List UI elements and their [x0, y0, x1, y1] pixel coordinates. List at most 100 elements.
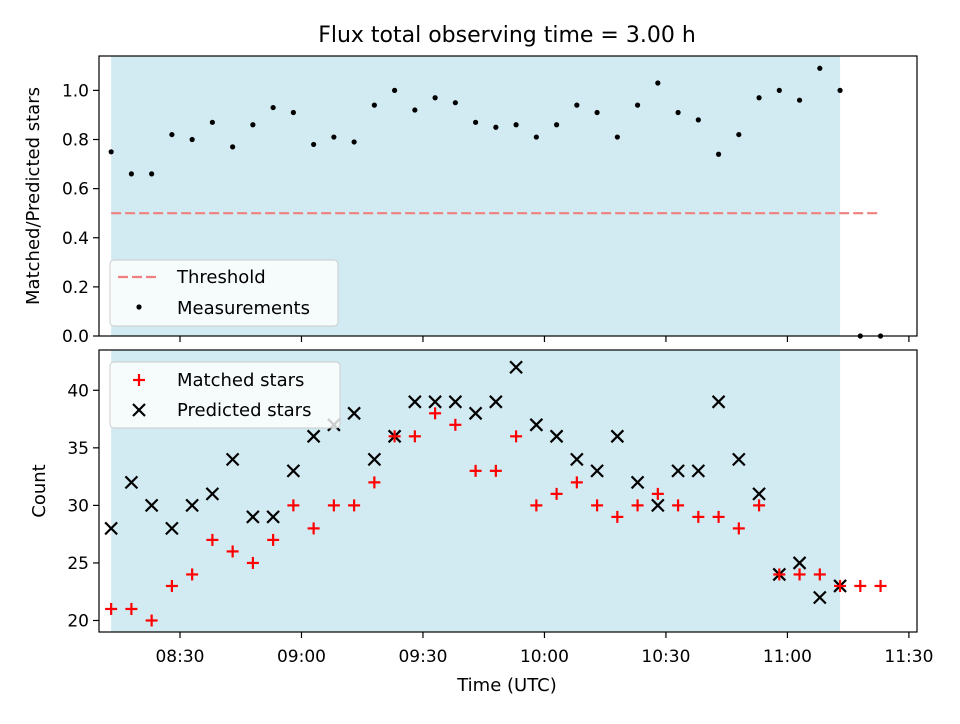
predicted-point — [367, 452, 382, 467]
y-tick-label: 0.8 — [62, 131, 89, 151]
measurement-point — [209, 119, 215, 125]
predicted-point — [225, 452, 240, 467]
matched-point — [834, 579, 847, 592]
y-axis-label-top: Matched/Predicted stars — [23, 87, 44, 305]
measurement-point — [108, 149, 114, 155]
measurement-point — [189, 136, 195, 143]
y-tick-label: 0.0 — [62, 327, 89, 347]
matched-point — [388, 430, 401, 443]
measurement-point — [533, 134, 539, 140]
matched-point — [672, 499, 685, 512]
predicted-point — [408, 395, 422, 409]
matched-point — [348, 499, 361, 512]
legend-matched-swatch — [133, 374, 145, 386]
y-tick-label: 35 — [67, 439, 89, 459]
predicted-point — [630, 475, 645, 490]
predicted-point — [468, 406, 483, 421]
y-tick-label: 30 — [67, 496, 89, 516]
measurement-point — [392, 87, 398, 93]
legend-measurements-swatch — [136, 304, 142, 310]
matched-point — [793, 568, 806, 581]
measurement-point — [796, 97, 803, 103]
matched-point — [408, 430, 421, 443]
predicted-point — [549, 429, 564, 444]
measurements-points — [108, 65, 884, 339]
matched-point — [510, 430, 523, 443]
predicted-point — [711, 395, 726, 409]
matched-point — [206, 533, 219, 546]
matched-point — [530, 499, 543, 512]
matched-point — [449, 418, 462, 431]
legend-top: Threshold Measurements — [109, 259, 339, 327]
legend-box-bottom — [109, 361, 341, 429]
matched-point — [692, 510, 705, 523]
plot-frame — [98, 55, 918, 337]
measurement-point — [553, 122, 560, 128]
matched-point — [631, 499, 644, 512]
matched-point — [813, 568, 826, 581]
measurement-point — [513, 122, 519, 128]
x-tick-label: 10:00 — [520, 647, 569, 667]
matched-point — [307, 522, 320, 535]
legend-predicted-swatch — [132, 403, 146, 417]
measurement-point — [230, 144, 236, 150]
matched-point — [287, 499, 300, 512]
measurement-point — [371, 102, 377, 108]
measurement-point — [493, 124, 499, 130]
matched-point — [611, 510, 624, 523]
matched-point — [165, 579, 178, 592]
predicted-point — [286, 464, 301, 478]
matched-point — [368, 476, 381, 489]
y-axis-label-bottom: Count — [29, 464, 50, 517]
predicted-point — [165, 521, 179, 536]
measurement-point — [311, 141, 317, 148]
measurement-point — [655, 80, 661, 86]
measurement-point — [331, 134, 337, 140]
predicted-point — [732, 452, 746, 467]
predicted-point — [610, 429, 625, 444]
measurement-point — [715, 151, 722, 157]
measurement-point — [776, 87, 782, 93]
predicted-point — [813, 590, 827, 605]
count-points — [104, 360, 887, 627]
x-tick-label: 09:00 — [277, 647, 326, 667]
matched-point — [145, 614, 158, 627]
x-tick-label: 08:30 — [155, 647, 204, 667]
matched-point — [550, 487, 563, 500]
matched-point — [732, 522, 745, 535]
matched-point — [429, 407, 442, 420]
axes-top: 0.0 0.2 0.4 0.6 0.8 1.0 — [62, 55, 918, 347]
measurement-point — [351, 139, 357, 145]
measurement-point — [128, 171, 134, 177]
matched-point — [874, 579, 887, 592]
measurement-point — [695, 117, 701, 123]
predicted-point — [428, 395, 442, 409]
plot-frame — [98, 349, 918, 633]
predicted-point — [124, 475, 139, 490]
predicted-point — [752, 487, 766, 501]
chart-title: Flux total observing time = 3.00 h — [318, 23, 696, 48]
y-tick-label: 0.4 — [62, 229, 89, 249]
matched-point — [246, 556, 259, 569]
predicted-point — [489, 395, 503, 409]
matched-point — [125, 602, 138, 615]
matched-point — [712, 510, 725, 523]
matched-point — [469, 464, 482, 477]
matched-point — [327, 499, 340, 512]
x-tick-label: 11:00 — [763, 647, 812, 667]
measurement-point — [270, 104, 276, 111]
panel-counts: 20 25 30 35 40 08:30 09:00 09:30 10:00 10:30 11:00… — [29, 349, 933, 696]
predicted-point — [144, 498, 159, 513]
measurement-point — [290, 109, 296, 116]
measurement-point — [634, 102, 641, 108]
predicted-point — [185, 498, 199, 513]
legend-predicted-label: Predicted stars — [177, 400, 311, 421]
measurement-point — [149, 171, 155, 177]
predicted-point — [792, 556, 807, 570]
y-tick-label: 1.0 — [62, 81, 89, 101]
measurement-point — [473, 119, 479, 125]
predicted-point — [651, 498, 665, 513]
matched-point — [186, 568, 199, 581]
legend-measurements-label: Measurements — [177, 298, 310, 319]
